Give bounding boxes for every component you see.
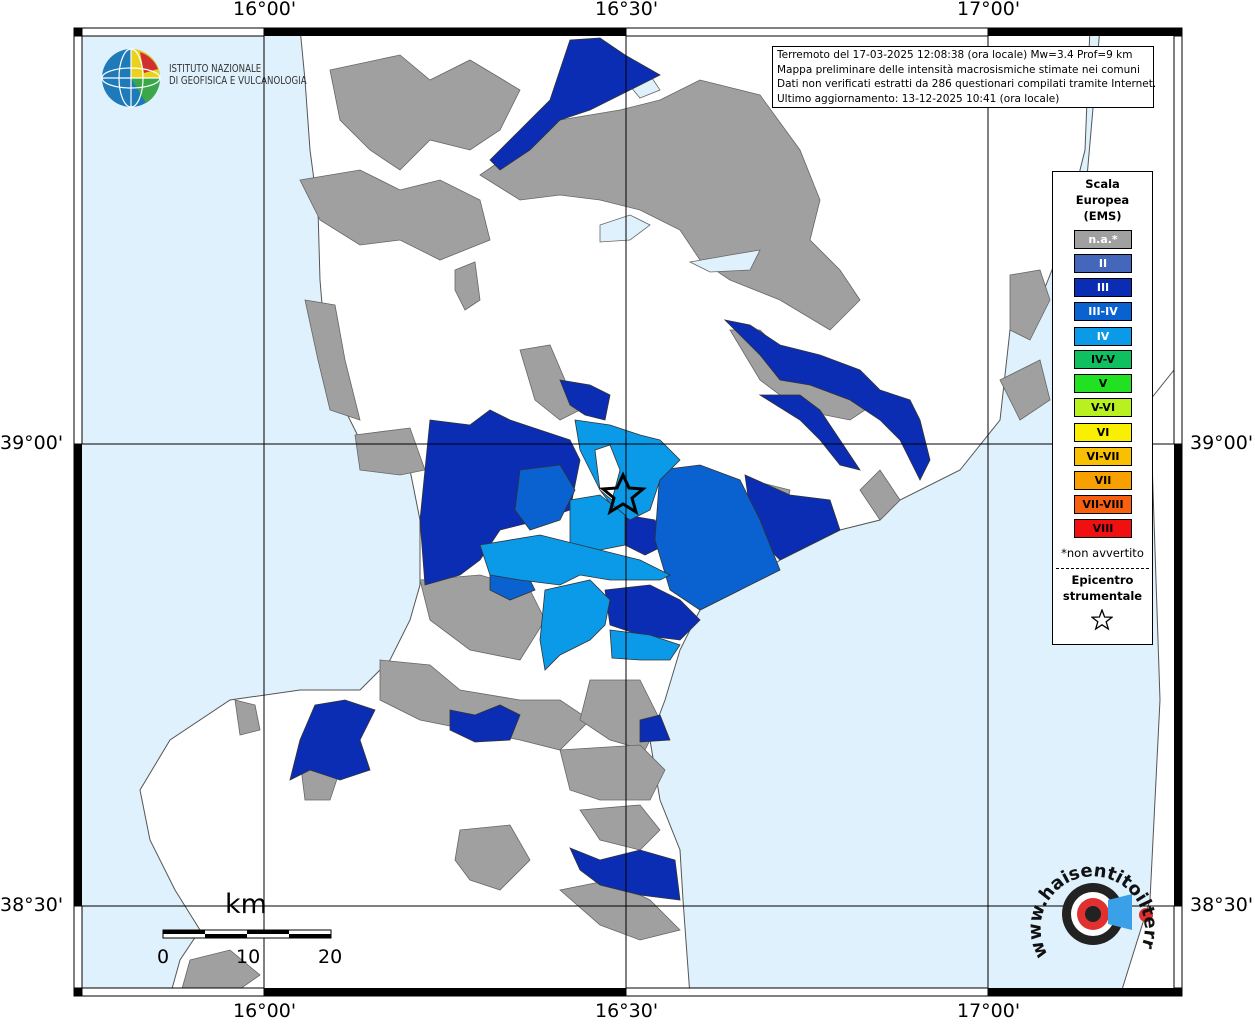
legend-swatch-iv: IV (1074, 327, 1132, 346)
legend-title-line-2: Europea (1075, 193, 1130, 207)
lon-label-bottom-2: 16°30' (595, 1000, 659, 1022)
intensity-iii-areas (289, 37, 931, 901)
event-info-line-2: Mappa preliminare delle intensità macros… (777, 63, 1140, 76)
scale-label-0: 0 (157, 946, 170, 968)
legend-note: *non avvertito (1061, 546, 1144, 560)
legend-swatch-iv-v: IV-V (1074, 350, 1132, 369)
event-info-line-1: Terremoto del 17-03-2025 12:08:38 (ora l… (777, 49, 1133, 61)
watermark-target-icon (1062, 883, 1153, 945)
legend-swatch-vi-vii: VI-VII (1074, 447, 1132, 466)
lon-label-bottom-3: 17°00' (957, 1000, 1021, 1022)
legend-swatch-vii: VII (1074, 471, 1132, 490)
legend-swatch-ii: II (1074, 254, 1132, 273)
lat-label-left-2: 38°30' (0, 894, 64, 916)
legend-title-line-1: Scala (1085, 177, 1120, 191)
logo-line-1: ISTITUTO NAZIONALE (169, 63, 262, 75)
globe-icon (101, 48, 161, 108)
legend-swatch-vi: VI (1074, 423, 1132, 442)
scale-bar (162, 929, 332, 939)
legend-swatch-v-vi: V-VI (1074, 398, 1132, 417)
lat-label-right-2: 38°30' (1190, 894, 1254, 916)
lon-label-top-1: 16°00' (233, 0, 297, 20)
lat-label-left-1: 39°00' (0, 432, 64, 454)
legend-swatch-v: V (1074, 374, 1132, 393)
legend-epicenter-line-1: Epicentro (1071, 573, 1134, 587)
lat-label-right-1: 39°00' (1190, 432, 1254, 454)
scale-label-20: 20 (318, 946, 343, 968)
lon-label-top-2: 16°30' (595, 0, 659, 20)
legend-swatch-na: n.a.* (1074, 230, 1132, 249)
event-info-line-3: Dati non verificati estratti da 286 ques… (777, 78, 1157, 90)
watermark: www.haisentitoilterremoto.it (1024, 845, 1161, 961)
watermark-text: www.haisentitoilterremoto.it (1024, 845, 1161, 961)
ingv-logo: ISTITUTO NAZIONALE DI GEOFISICA E VULCAN… (100, 47, 320, 111)
graticule (74, 28, 1182, 996)
lon-label-bottom-1: 16°00' (233, 1000, 297, 1022)
map-frame (73, 27, 1183, 997)
unsampled-area (594, 444, 621, 501)
lon-label-top-3: 17°00' (957, 0, 1021, 20)
legend-swatch-iii-iv: III-IV (1074, 302, 1132, 321)
star-icon (1091, 609, 1113, 631)
legend-swatch-vii-viii: VII-VIII (1074, 495, 1132, 514)
legend-title-line-3: (EMS) (1083, 209, 1122, 223)
event-info-box: Terremoto del 17-03-2025 12:08:38 (ora l… (772, 46, 1157, 108)
epicenter-star-icon[interactable] (599, 471, 647, 516)
logo-line-2: DI GEOFISICA E VULCANOLOGIA (169, 75, 307, 87)
legend-swatch-iii: III (1074, 278, 1132, 297)
legend-swatch-viii: VIII (1074, 519, 1132, 538)
scale-label-10: 10 (236, 946, 261, 968)
legend-epicenter-line-2: strumentale (1062, 589, 1143, 603)
legend-separator (1056, 568, 1149, 569)
intensity-legend: Scala Europea (EMS) n.a.* II III III-IV … (1052, 171, 1153, 645)
scale-unit: km (225, 889, 267, 920)
event-info-line-4: Ultimo aggiornamento: 13-12-2025 10:41 (… (777, 92, 1060, 105)
